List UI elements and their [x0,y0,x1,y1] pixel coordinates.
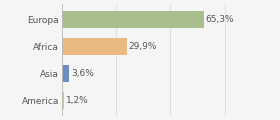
Text: 3,6%: 3,6% [72,69,94,78]
Text: 29,9%: 29,9% [129,42,157,51]
Text: 1,2%: 1,2% [66,96,89,105]
Bar [62,38,127,55]
Bar [62,11,204,28]
Text: 65,3%: 65,3% [206,15,234,24]
Bar [62,65,69,82]
Bar [62,92,64,109]
